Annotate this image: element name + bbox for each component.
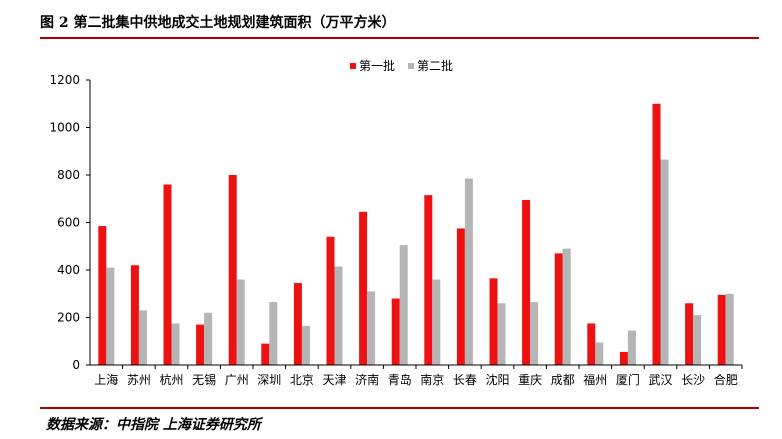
bar-series-2 — [138, 310, 147, 365]
x-tick-label: 天津 — [322, 373, 346, 387]
bar-series-2 — [432, 279, 441, 365]
y-tick-label: 0 — [72, 358, 80, 372]
bar-series-2 — [627, 330, 636, 365]
bar-series-2 — [562, 248, 571, 365]
x-tick-label: 苏州 — [127, 373, 151, 387]
x-tick-label: 长沙 — [681, 373, 705, 387]
bar-series-1 — [424, 195, 433, 365]
legend-swatch-2 — [408, 63, 414, 69]
bar-series-2 — [301, 325, 310, 365]
y-tick-label: 1000 — [49, 121, 80, 135]
y-tick-label: 800 — [57, 168, 80, 182]
bar-series-1 — [619, 351, 628, 365]
x-tick-label: 长春 — [453, 373, 477, 387]
title-divider — [40, 37, 759, 39]
bar-series-2 — [693, 315, 702, 365]
bar-series-1 — [228, 175, 237, 365]
x-tick-label: 沈阳 — [485, 372, 509, 387]
bar-series-1 — [652, 103, 661, 365]
x-tick-label: 青岛 — [388, 372, 412, 387]
bar-series-1 — [554, 253, 563, 365]
bar-series-2 — [269, 302, 278, 365]
bar-series-1 — [717, 294, 726, 365]
x-tick-label: 南京 — [420, 372, 444, 387]
bar-series-1 — [326, 236, 335, 365]
bar-series-1 — [522, 199, 531, 365]
x-tick-label: 武汉 — [648, 373, 672, 387]
x-tick-label: 无锡 — [192, 372, 216, 387]
x-tick-label: 上海 — [94, 372, 118, 387]
data-source-note: 数据来源：中指院 上海证券研究所 — [46, 417, 261, 433]
bar-series-1 — [163, 184, 172, 365]
x-tick-label: 北京 — [290, 373, 314, 387]
bar-series-2 — [367, 291, 376, 365]
bar-series-1 — [685, 303, 694, 365]
bar-series-2 — [334, 266, 343, 365]
legend-label-1: 第一批 — [359, 58, 395, 73]
x-axis: 上海 苏州 杭州 无锡 广州 深圳 北京 天津 济南 青岛 南京 长春 沈阳 重庆 成都 福州 厦门 武汉 长沙 合肥 — [90, 364, 743, 387]
bar-series-1 — [489, 278, 498, 365]
x-tick-label: 厦门 — [616, 372, 640, 387]
legend-swatch-1 — [350, 63, 356, 69]
bar-series-2 — [660, 159, 669, 365]
bar-series-1 — [587, 323, 596, 365]
bar-series-2 — [595, 342, 604, 365]
bar-series-2 — [236, 279, 245, 365]
x-tick-label: 重庆 — [518, 373, 542, 387]
x-tick-label: 深圳 — [257, 373, 281, 387]
bar-series-1 — [261, 343, 270, 365]
x-tick-label: 合肥 — [714, 372, 738, 387]
bar-series-2 — [725, 293, 734, 365]
bar-series-2 — [204, 312, 213, 365]
bar-series-1 — [456, 228, 465, 365]
bar-series-2 — [464, 178, 473, 365]
bar-series-2 — [399, 245, 408, 365]
bar-series-2 — [106, 267, 115, 365]
bar-series-2 — [171, 323, 180, 365]
bar-series — [98, 103, 734, 365]
bar-series-2 — [530, 302, 539, 365]
x-tick-label: 济南 — [355, 372, 379, 387]
y-tick-label: 1200 — [49, 73, 80, 87]
y-tick-label: 600 — [57, 216, 80, 230]
bar-series-1 — [98, 226, 107, 365]
y-tick-label: 200 — [57, 311, 80, 325]
x-tick-label: 杭州 — [159, 372, 183, 387]
bar-series-1 — [130, 265, 139, 365]
y-tick-label: 400 — [57, 263, 80, 277]
x-tick-label: 广州 — [225, 373, 249, 387]
x-tick-label: 成都 — [551, 373, 575, 387]
bar-series-1 — [359, 211, 368, 365]
figure-title-bar: 图 2 第二批集中供地成交土地规划建筑面积（万平方米） — [40, 12, 759, 36]
x-tick-label: 福州 — [583, 372, 607, 387]
bar-series-1 — [391, 298, 400, 365]
y-axis: 0 200 400 600 800 1000 1200 — [49, 73, 91, 372]
legend-label-2: 第二批 — [417, 58, 453, 73]
footer-divider — [40, 407, 759, 409]
chart-legend: 第一批 第二批 — [350, 58, 453, 73]
figure-title: 图 2 第二批集中供地成交土地规划建筑面积（万平方米） — [40, 15, 396, 31]
bar-series-1 — [196, 324, 205, 365]
bar-series-1 — [293, 283, 302, 365]
bar-series-2 — [497, 303, 506, 365]
